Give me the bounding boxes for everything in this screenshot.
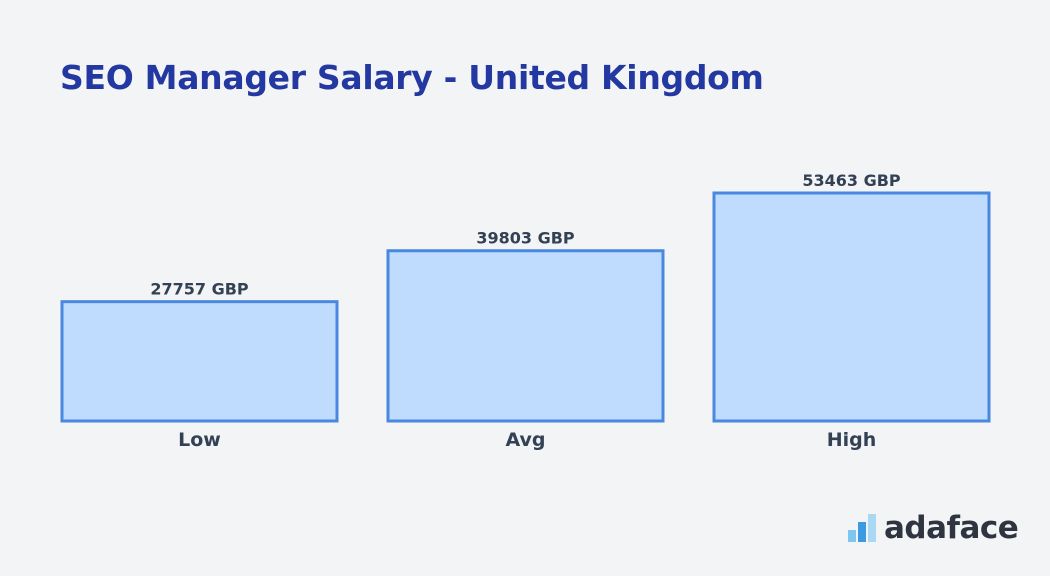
adaface-bars-logo-icon — [848, 514, 876, 542]
category-label-avg: Avg — [505, 429, 545, 451]
adaface-logo: adaface — [848, 508, 1019, 548]
value-label-low: 27757 GBP — [150, 280, 249, 299]
chart-title: SEO Manager Salary - United Kingdom — [60, 58, 764, 97]
logo-text: adaface — [884, 510, 1019, 546]
bar-avg — [386, 249, 665, 423]
bar-high — [712, 191, 991, 423]
value-label-avg: 39803 GBP — [476, 229, 575, 248]
value-label-high: 53463 GBP — [802, 171, 901, 190]
category-label-high: High — [827, 429, 877, 451]
category-label-low: Low — [178, 429, 221, 451]
bar-low — [60, 300, 339, 423]
